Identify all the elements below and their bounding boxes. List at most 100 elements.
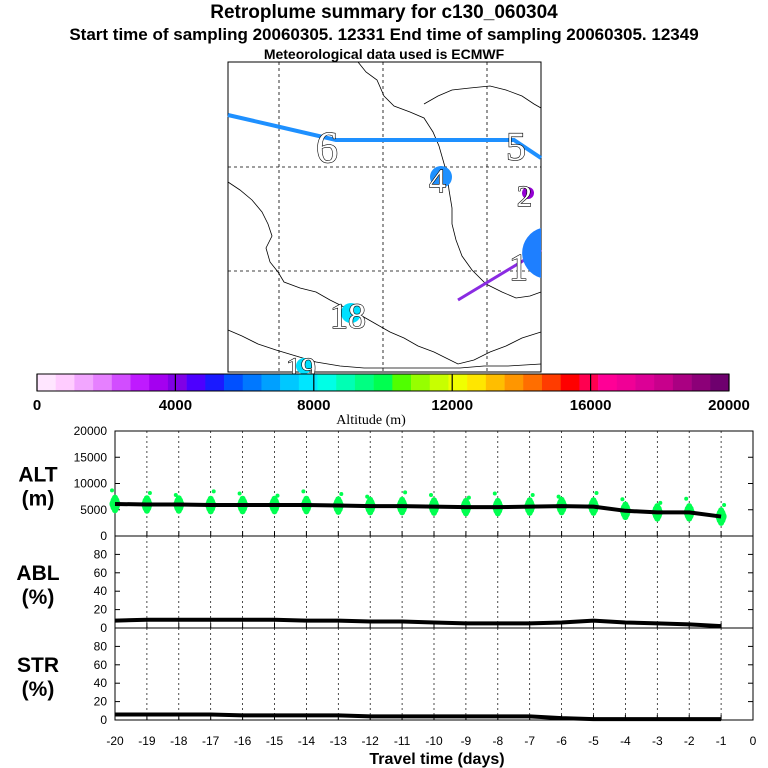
alt-scatter-point bbox=[462, 497, 469, 504]
y-tick-label: 15000 bbox=[74, 450, 108, 464]
colorbar-swatch bbox=[523, 374, 543, 391]
y-tick-label: 80 bbox=[94, 639, 108, 653]
colorbar-swatch bbox=[485, 374, 505, 391]
abl-panel-ylabel-unit: (%) bbox=[22, 586, 55, 609]
alt-scatter-point bbox=[207, 495, 214, 502]
colorbar-swatch bbox=[598, 374, 618, 391]
alt-scatter-point bbox=[339, 492, 344, 496]
x-tick-label: -20 bbox=[106, 734, 124, 748]
alt-scatter-point bbox=[431, 497, 437, 504]
alt-scatter-point bbox=[530, 493, 535, 498]
alt-scatter-point bbox=[658, 500, 663, 505]
x-tick-label: -17 bbox=[202, 734, 220, 748]
colorbar-swatch bbox=[504, 374, 524, 391]
colorbar-swatch bbox=[55, 374, 75, 391]
colorbar-swatch bbox=[186, 374, 206, 391]
alt-scatter-point bbox=[492, 491, 497, 496]
x-tick-label: -19 bbox=[138, 734, 156, 748]
alt-scatter-point bbox=[399, 496, 406, 503]
colorbar-swatch bbox=[467, 374, 487, 391]
plume-circle-day4 bbox=[430, 166, 452, 188]
alt-scatter-point bbox=[367, 496, 374, 503]
alt-scatter-point bbox=[175, 495, 182, 502]
trajectory-blue bbox=[227, 113, 543, 160]
alt-scatter-point bbox=[686, 503, 693, 510]
coastline-4 bbox=[227, 329, 542, 369]
colorbar-swatch bbox=[261, 374, 281, 391]
x-tick-label: 0 bbox=[750, 734, 757, 748]
plume-circle-day19 bbox=[296, 358, 312, 374]
day-label-1: 1 bbox=[509, 247, 528, 289]
colorbar-swatch bbox=[111, 374, 131, 391]
colorbar-swatch bbox=[74, 374, 94, 391]
y-tick-label: 0 bbox=[100, 713, 107, 727]
x-tick-label: -18 bbox=[170, 734, 188, 748]
y-tick-label: 60 bbox=[94, 658, 108, 672]
colorbar-tick-label: 0 bbox=[33, 397, 41, 414]
x-tick-label: -16 bbox=[234, 734, 252, 748]
colorbar-swatch bbox=[710, 374, 730, 391]
colorbar-swatch bbox=[354, 374, 374, 391]
colorbar-swatch bbox=[317, 374, 337, 391]
sampling-times: Start time of sampling 20060305. 12331 E… bbox=[69, 25, 699, 44]
plume-circle-day2 bbox=[522, 187, 534, 199]
colorbar-tick-label: 8000 bbox=[297, 397, 330, 414]
map-frame bbox=[227, 61, 542, 373]
plume-circle-day1 bbox=[522, 228, 541, 278]
x-tick-label: -5 bbox=[588, 734, 599, 748]
x-tick-label: -1 bbox=[716, 734, 727, 748]
colorbar-swatch bbox=[616, 374, 636, 391]
day-label-2: 2 bbox=[517, 180, 532, 213]
alt-scatter-point bbox=[239, 495, 246, 502]
colorbar-swatch bbox=[654, 374, 674, 391]
colorbar-tick-label: 16000 bbox=[570, 397, 612, 414]
day-label-6: 6 bbox=[316, 123, 338, 172]
y-tick-label: 5000 bbox=[80, 503, 107, 517]
alt-scatter-point bbox=[403, 490, 408, 495]
alt-scatter-point bbox=[301, 489, 306, 494]
x-tick-label: -8 bbox=[492, 734, 503, 748]
x-tick-label: -4 bbox=[620, 734, 631, 748]
colorbar-swatch bbox=[130, 374, 150, 391]
alt-scatter-point bbox=[466, 495, 471, 500]
alt-scatter-point bbox=[558, 496, 565, 503]
colorbar-swatch bbox=[579, 374, 599, 391]
alt-scatter-point bbox=[275, 493, 280, 498]
y-tick-label: 80 bbox=[94, 547, 108, 561]
colorbar-swatch bbox=[373, 374, 393, 391]
alt-scatter-point bbox=[594, 490, 599, 495]
colorbar-swatch bbox=[93, 374, 113, 391]
y-tick-label: 0 bbox=[100, 621, 107, 635]
colorbar-swatch bbox=[242, 374, 262, 391]
x-tick-label: -15 bbox=[266, 734, 284, 748]
str-panel-ylabel-unit: (%) bbox=[22, 678, 55, 701]
alt-scatter-point bbox=[654, 503, 661, 510]
y-tick-label: 0 bbox=[100, 529, 107, 543]
alt-panel-ylabel-unit: (m) bbox=[22, 488, 55, 511]
alt-scatter-point bbox=[429, 493, 433, 498]
x-tick-label: -2 bbox=[684, 734, 695, 748]
alt-scatter-point bbox=[622, 501, 629, 508]
y-tick-label: 20 bbox=[94, 695, 108, 709]
x-tick-label: -11 bbox=[394, 734, 411, 748]
alt-scatter-point bbox=[237, 491, 242, 496]
x-axis-label: Travel time (days) bbox=[369, 751, 504, 768]
alt-scatter-point bbox=[684, 496, 689, 501]
alt-panel-ylabel-name: ALT bbox=[18, 464, 57, 487]
colorbar-swatch bbox=[411, 374, 431, 391]
alt-scatter-point bbox=[526, 497, 533, 504]
alt-scatter-point bbox=[718, 507, 725, 514]
str-panel-mean-line bbox=[115, 712, 722, 722]
y-tick-label: 40 bbox=[94, 584, 108, 598]
day-label-18: 18 bbox=[330, 296, 366, 336]
alt-panel-mean-line bbox=[114, 501, 722, 519]
alt-scatter-point bbox=[722, 503, 727, 508]
y-tick-label: 40 bbox=[94, 676, 108, 690]
alt-scatter-point bbox=[147, 490, 152, 495]
colorbar-swatch bbox=[448, 374, 468, 391]
x-tick-label: -6 bbox=[556, 734, 567, 748]
colorbar-swatch bbox=[672, 374, 692, 391]
x-tick-label: -9 bbox=[461, 734, 472, 748]
alt-scatter-point bbox=[271, 495, 278, 502]
str-panel-ylabel-name: STR bbox=[17, 654, 59, 677]
